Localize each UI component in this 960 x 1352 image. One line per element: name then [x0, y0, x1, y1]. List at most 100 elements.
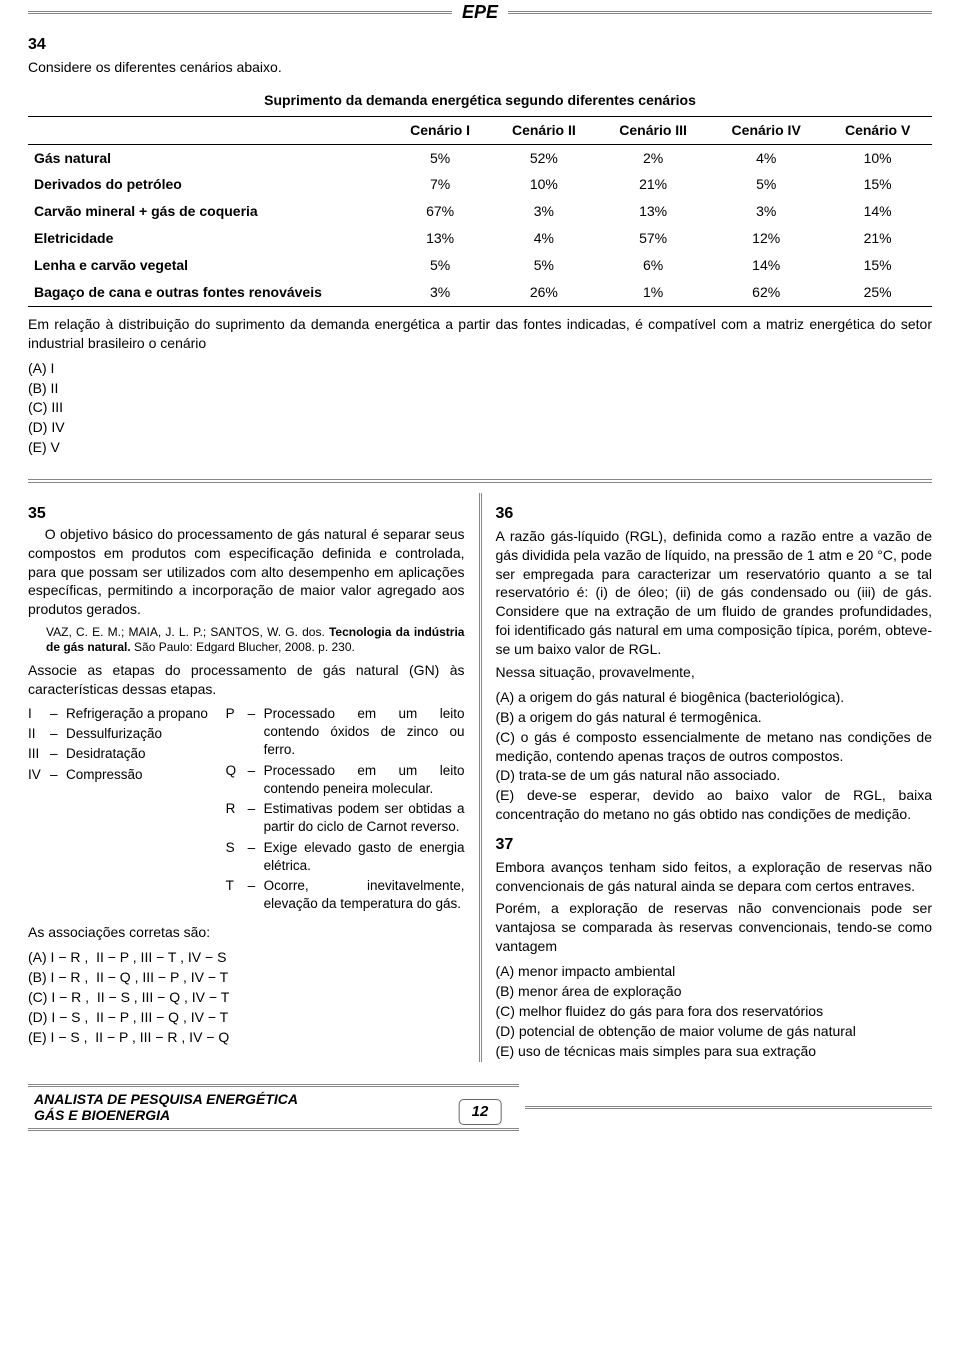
question-37: 37 Embora avanços tenham sido feitos, a … — [496, 834, 933, 1061]
cell-value: 5% — [390, 252, 491, 279]
row-label: Carvão mineral + gás de coqueria — [28, 198, 390, 225]
cell-value: 52% — [491, 144, 598, 171]
cell-value: 67% — [390, 198, 491, 225]
table-row: Lenha e carvão vegetal5%5%6%14%15% — [28, 252, 932, 279]
option-b: (B) menor área de exploração — [496, 982, 933, 1001]
options-list: (A) menor impacto ambiental (B) menor ár… — [496, 962, 933, 1060]
option-e: (E) deve-se esperar, devido ao baixo val… — [496, 786, 933, 824]
table-header-row: Cenário I Cenário II Cenário III Cenário… — [28, 116, 932, 144]
question-number: 34 — [28, 34, 932, 56]
list-item: IV–Compressão — [28, 766, 216, 784]
footer-area: GÁS E BIOENERGIA — [34, 1107, 513, 1124]
row-label: Derivados do petróleo — [28, 171, 390, 198]
cell-value: 2% — [597, 144, 709, 171]
list-item: T–Ocorre, inevitavelmente, elevação da t… — [226, 877, 465, 913]
cell-value: 12% — [709, 225, 823, 252]
option-d: (D) trata-se de um gás natural não assoc… — [496, 766, 933, 785]
list-item: I–Refrigeração a propano — [28, 705, 216, 723]
footer-band: ANALISTA DE PESQUISA ENERGÉTICA GÁS E BI… — [28, 1084, 519, 1132]
col-blank — [28, 116, 390, 144]
list-item: R–Estimativas podem ser obtidas a partir… — [226, 800, 465, 836]
option-d: (D) potencial de obtenção de maior volum… — [496, 1022, 933, 1041]
cell-value: 10% — [491, 171, 598, 198]
col-c4: Cenário IV — [709, 116, 823, 144]
question-35: 35 O objetivo básico do processamento de… — [28, 503, 465, 1047]
cell-value: 14% — [823, 198, 932, 225]
question-number: 36 — [496, 503, 933, 525]
cell-value: 15% — [823, 171, 932, 198]
question-lead: Nessa situação, provavelmente, — [496, 663, 933, 682]
cell-value: 5% — [709, 171, 823, 198]
option-c: (C) I − R , II − S , III − Q , IV − T — [28, 988, 465, 1007]
table-row: Gás natural5%52%2%4%10% — [28, 144, 932, 171]
cell-value: 13% — [597, 198, 709, 225]
page-number: 12 — [459, 1099, 502, 1125]
match-right-list: P–Processado em um leito contendo óxidos… — [226, 705, 465, 915]
cell-value: 15% — [823, 252, 932, 279]
option-c: (C) III — [28, 398, 932, 417]
options-list: (A) I − R , II − P , III − T , IV − S (B… — [28, 948, 465, 1046]
match-left-list: I–Refrigeração a propano II–Dessulfurizaç… — [28, 705, 216, 915]
list-item: P–Processado em um leito contendo óxidos… — [226, 705, 465, 760]
cell-value: 26% — [491, 279, 598, 306]
cell-value: 3% — [709, 198, 823, 225]
option-c: (C) melhor fluidez do gás para fora dos … — [496, 1002, 933, 1021]
option-b: (B) I − R , II − Q , III − P , IV − T — [28, 968, 465, 987]
table-row: Bagaço de cana e outras fontes renovávei… — [28, 279, 932, 306]
list-item: II–Dessulfurização — [28, 725, 216, 743]
option-a: (A) I − R , II − P , III − T , IV − S — [28, 948, 465, 967]
cell-value: 10% — [823, 144, 932, 171]
row-label: Lenha e carvão vegetal — [28, 252, 390, 279]
row-label: Bagaço de cana e outras fontes renovávei… — [28, 279, 390, 306]
page-footer: ANALISTA DE PESQUISA ENERGÉTICA GÁS E BI… — [28, 1084, 932, 1132]
question-p2: Porém, a exploração de reservas não conv… — [496, 899, 933, 956]
question-36: 36 A razão gás-líquido (RGL), definida c… — [496, 503, 933, 824]
option-e: (E) I − S , II − P , III − R , IV − Q — [28, 1028, 465, 1047]
option-a: (A) menor impacto ambiental — [496, 962, 933, 981]
cell-value: 4% — [709, 144, 823, 171]
cell-value: 25% — [823, 279, 932, 306]
cell-value: 13% — [390, 225, 491, 252]
row-label: Eletricidade — [28, 225, 390, 252]
option-d: (D) I − S , II − P , III − Q , IV − T — [28, 1008, 465, 1027]
option-b: (B) a origem do gás natural é termogênic… — [496, 708, 933, 727]
option-e: (E) uso de técnicas mais simples para su… — [496, 1042, 933, 1061]
cell-value: 7% — [390, 171, 491, 198]
option-a: (A) I — [28, 359, 932, 378]
cell-value: 3% — [390, 279, 491, 306]
col-c2: Cenário II — [491, 116, 598, 144]
cell-value: 21% — [597, 171, 709, 198]
list-item: Q–Processado em um leito contendo peneir… — [226, 762, 465, 798]
citation: VAZ, C. E. M.; MAIA, J. L. P.; SANTOS, W… — [46, 625, 465, 655]
cell-value: 21% — [823, 225, 932, 252]
cell-value: 4% — [491, 225, 598, 252]
cell-value: 1% — [597, 279, 709, 306]
question-stem: Em relação à distribuição do suprimento … — [28, 315, 932, 353]
table-row: Eletricidade13%4%57%12%21% — [28, 225, 932, 252]
associations-label: As associações corretas são: — [28, 923, 465, 942]
table-title: Suprimento da demanda energética segundo… — [28, 91, 932, 110]
option-d: (D) IV — [28, 418, 932, 437]
matching-columns: I–Refrigeração a propano II–Dessulfurizaç… — [28, 705, 465, 915]
option-c: (C) o gás é composto essencialmente de m… — [496, 728, 933, 766]
option-b: (B) II — [28, 379, 932, 398]
scenario-table: Cenário I Cenário II Cenário III Cenário… — [28, 116, 932, 307]
question-p1: Embora avanços tenham sido feitos, a exp… — [496, 858, 933, 896]
question-intro: O objetivo básico do processamento de gá… — [28, 525, 465, 619]
footer-role: ANALISTA DE PESQUISA ENERGÉTICA — [34, 1091, 513, 1108]
cell-value: 3% — [491, 198, 598, 225]
question-task: Associe as etapas do processamento de gá… — [28, 661, 465, 699]
question-body: A razão gás-líquido (RGL), definida como… — [496, 527, 933, 659]
option-a: (A) a origem do gás natural é biogênica … — [496, 688, 933, 707]
options-list: (A) I (B) II (C) III (D) IV (E) V — [28, 359, 932, 457]
section-divider — [28, 479, 932, 483]
cell-value: 57% — [597, 225, 709, 252]
col-c3: Cenário III — [597, 116, 709, 144]
list-item: S–Exige elevado gasto de energia elétric… — [226, 839, 465, 875]
question-prompt: Considere os diferentes cenários abaixo. — [28, 58, 932, 77]
cell-value: 14% — [709, 252, 823, 279]
question-34: 34 Considere os diferentes cenários abai… — [28, 34, 932, 457]
cell-value: 62% — [709, 279, 823, 306]
row-label: Gás natural — [28, 144, 390, 171]
question-number: 37 — [496, 834, 933, 856]
